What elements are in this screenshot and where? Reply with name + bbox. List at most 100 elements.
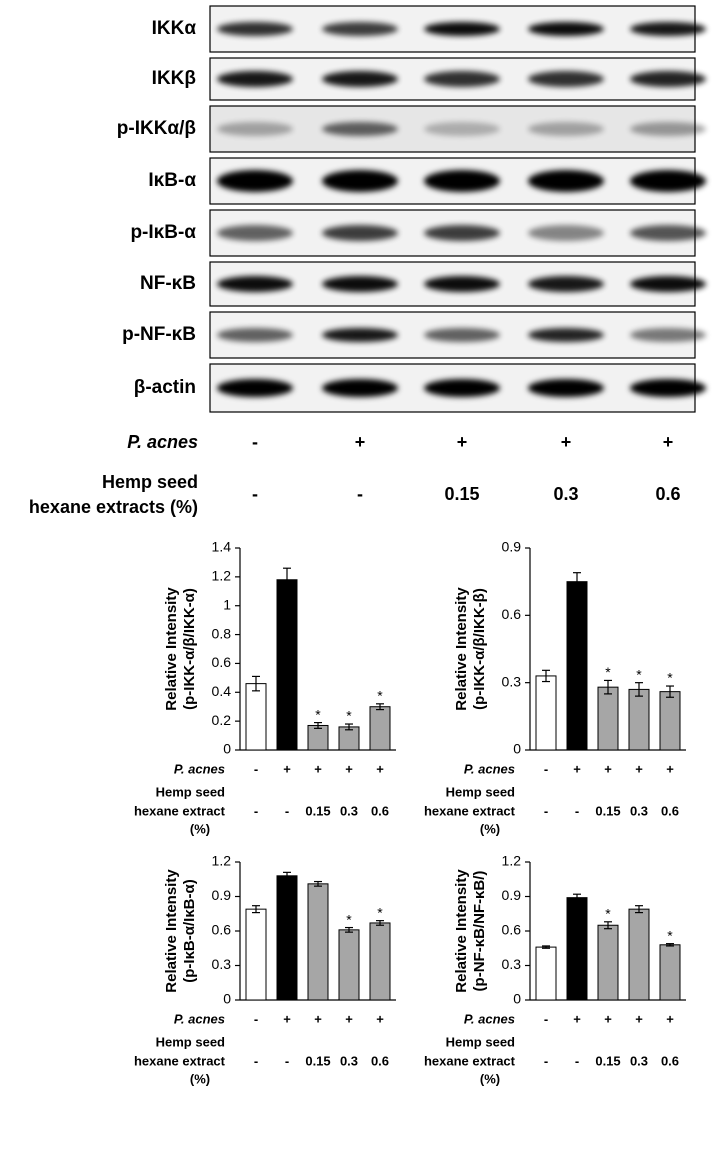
row-value: + [314,761,322,776]
row-label: Hemp seed [156,1034,225,1049]
blot-band [322,225,398,241]
significance-marker: * [605,906,611,922]
y-axis-label: (p-NF-κB/NF-κB/) [471,871,488,992]
y-axis-label: (p-IKK-α/β/IKK-α) [181,588,198,710]
row-value: - [544,761,548,776]
row-value: + [345,1011,353,1026]
row-value: + [283,761,291,776]
significance-marker: * [377,904,383,920]
blot-row-label: NF-κB [140,273,196,294]
row-value: + [314,1011,322,1026]
y-axis-label: Relative Intensity [453,587,470,711]
row-value: + [283,1011,291,1026]
row-value: - [575,803,579,818]
blot-band [217,170,293,192]
blot-band [528,225,604,241]
blot-band [630,22,706,36]
treatment-label: Hemp seed [102,472,198,492]
blot-band [630,225,706,241]
y-tick-label: 0.9 [502,539,522,555]
row-value: - [544,1053,548,1068]
row-label: P. acnes [464,1011,515,1026]
row-value: - [544,1011,548,1026]
blot-band [528,71,604,87]
treatment-label: P. acnes [127,432,198,452]
row-value: - [254,761,258,776]
error-bar [345,926,353,933]
blot-band [424,22,500,36]
error-bar [666,943,674,947]
row-value: + [376,1011,384,1026]
bar [628,688,650,751]
row-value: 0.15 [595,803,620,818]
blot-row-label: p-IKKα/β [117,118,196,139]
y-tick-label: 1.2 [212,568,232,584]
blot-band [217,328,293,342]
y-tick-label: 0.8 [212,625,232,641]
error-bar [573,572,581,592]
row-value: 0.3 [630,803,648,818]
row-value: 0.6 [371,803,389,818]
blot-band [424,379,500,397]
blot-row-label: p-NF-κB [122,324,196,345]
y-axis-label: (p-IκB-α/IκB-α) [181,879,198,982]
blot-band [424,225,500,241]
blot-band [424,71,500,87]
blot-band [528,328,604,342]
y-tick-label: 0.9 [502,887,522,903]
error-bar [573,893,581,902]
blot-band [528,122,604,136]
significance-marker: * [605,664,611,680]
blot-band [322,276,398,292]
bar [369,922,391,1001]
row-label: (%) [480,821,500,836]
blot-band [424,328,500,342]
y-tick-label: 1 [223,596,231,612]
row-label: (%) [190,1071,210,1086]
row-value: 0.15 [305,803,330,818]
y-tick-label: 0 [513,991,521,1007]
row-label: Hemp seed [446,784,515,799]
bar-chart: 0 0.3 0.6 0.9 Relative Intensity (p-IKK-α/β/I… [424,539,686,836]
error-bar [283,567,291,592]
significance-marker: * [315,706,321,722]
blot-band [424,170,500,192]
bar [566,897,588,1001]
blot-row-label: IκB-α [148,170,196,191]
blot-band [630,170,706,192]
significance-marker: * [667,927,673,943]
blot-band [424,122,500,136]
y-tick-label: 0 [513,741,521,757]
blot-band [322,379,398,397]
row-value: + [604,1011,612,1026]
significance-marker: * [346,911,352,927]
blot-band [217,379,293,397]
row-label: hexane extract [424,1053,516,1068]
blot-row-label: β-actin [134,377,196,398]
row-label: (%) [480,1071,500,1086]
bar [659,691,681,751]
bar-chart: 0 0.3 0.6 0.9 1.2 Relative Intensity (p-NF-κB/… [424,853,686,1086]
row-value: 0.6 [661,803,679,818]
error-bar [604,679,612,695]
blot-band [630,276,706,292]
row-value: - [254,1053,258,1068]
error-bar [604,921,612,930]
error-bar [666,685,674,698]
treatment-value: 0.15 [444,484,479,504]
treatment-value: 0.6 [655,484,680,504]
y-tick-label: 0.6 [502,922,522,938]
blot-band [322,328,398,342]
treatment-value: + [663,432,674,452]
bar [307,883,329,1001]
row-value: + [376,761,384,776]
blot-band [217,122,293,136]
blot-row-label: IKKβ [152,68,196,89]
row-label: P. acnes [464,761,515,776]
blot-band [528,379,604,397]
y-tick-label: 0.6 [502,606,522,622]
row-value: - [544,803,548,818]
row-value: - [575,1053,579,1068]
y-axis-label: Relative Intensity [163,587,180,711]
